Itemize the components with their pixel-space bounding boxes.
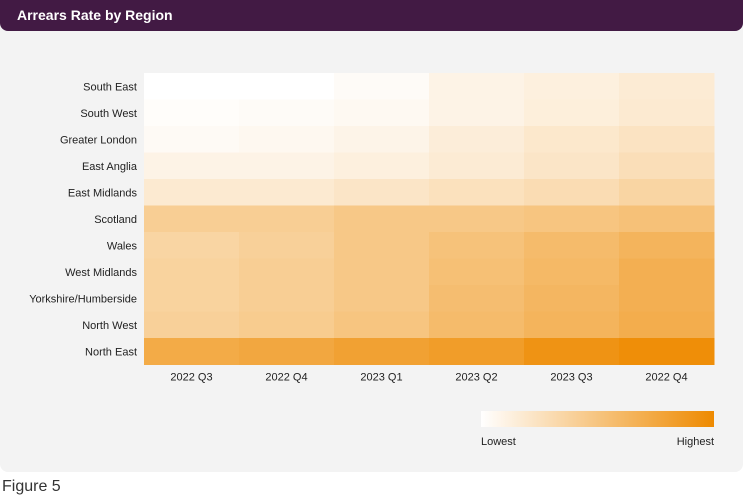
heatmap-cell (144, 205, 240, 233)
heatmap-cell (239, 205, 335, 233)
heatmap-cell (524, 205, 620, 233)
figure-caption: Figure 5 (2, 478, 61, 495)
heatmap-cell (144, 179, 240, 206)
heatmap-cell (334, 99, 430, 127)
heatmap-cell (429, 232, 525, 259)
heatmap-cell (619, 232, 715, 259)
heatmap-cell (429, 99, 525, 127)
heatmap-cell (524, 152, 620, 180)
heatmap-cell (334, 338, 430, 365)
heatmap-cell (144, 99, 240, 127)
heatmap-cell (334, 285, 430, 312)
heatmap-cell (429, 205, 525, 233)
heatmap-cell (144, 73, 240, 100)
heatmap-cell (619, 285, 715, 312)
heatmap-cell (239, 285, 335, 312)
heatmap-cell (524, 258, 620, 286)
heatmap-cell (144, 285, 240, 312)
y-tick-label: East Midlands (68, 187, 138, 199)
heatmap-cell (619, 152, 715, 180)
heatmap-cell (429, 338, 525, 365)
heatmap-cell (334, 232, 430, 259)
y-tick-label: Scotland (94, 214, 137, 226)
heatmap-cell (239, 73, 335, 100)
heatmap-cell (429, 285, 525, 312)
heatmap-cell (239, 311, 335, 339)
heatmap-cell (524, 99, 620, 127)
y-tick-label: East Anglia (82, 161, 138, 173)
heatmap-cell (144, 258, 240, 286)
heatmap-cell (619, 73, 715, 100)
chart-card: Arrears Rate by Region South East South W… (0, 0, 743, 472)
heatmap-cell (524, 311, 620, 339)
x-tick-label: 2022 Q3 (170, 372, 212, 384)
heatmap-cell (619, 338, 715, 365)
heatmap-cell (239, 126, 335, 153)
heatmap-cell (239, 99, 335, 127)
heatmap-cell (334, 179, 430, 206)
y-tick-label: South West (80, 108, 137, 120)
legend-high-label: Highest (676, 436, 714, 448)
heatmap-cell (144, 152, 240, 180)
heatmap-cell (524, 285, 620, 312)
heatmap-cell (429, 258, 525, 286)
heatmap-cell (334, 73, 430, 100)
heatmap-cell (524, 179, 620, 206)
heatmap-cell (239, 152, 335, 180)
heatmap-cell (239, 258, 335, 286)
color-scale-bar (481, 411, 714, 427)
heatmap-cell (334, 205, 430, 233)
heatmap-cell (619, 258, 715, 286)
chart-title: Arrears Rate by Region (17, 7, 173, 23)
heatmap-cell (239, 338, 335, 365)
heatmap-cell (524, 126, 620, 153)
heatmap-cell (144, 232, 240, 259)
chart-header: Arrears Rate by Region (0, 0, 743, 31)
heatmap-cell (239, 179, 335, 206)
x-tick-label: 2022 Q4 (645, 372, 687, 384)
heatmap-cell (619, 99, 715, 127)
heatmap-cell (619, 205, 715, 233)
heatmap-cell (524, 73, 620, 100)
heatmap-cell (429, 311, 525, 339)
heatmap-cell (524, 232, 620, 259)
x-tick-label: 2022 Q4 (265, 372, 307, 384)
heatmap-cell (144, 126, 240, 153)
heatmap-cell (144, 338, 240, 365)
heatmap-cell (619, 126, 715, 153)
heatmap-cell (524, 338, 620, 365)
y-tick-label: North East (85, 346, 137, 358)
y-tick-label: Yorkshire/Humberside (29, 293, 137, 305)
heatmap-chart: South East South West Greater London East A… (29, 73, 715, 384)
heatmap-cell (334, 311, 430, 339)
legend-low-label: Lowest (481, 436, 516, 448)
y-tick-label: Wales (107, 240, 138, 252)
heatmap-cell (429, 179, 525, 206)
heatmap-cell (239, 232, 335, 259)
heatmap-cell (429, 152, 525, 180)
heatmap-cell (334, 126, 430, 153)
x-tick-label: 2023 Q2 (455, 372, 497, 384)
y-tick-label: North West (82, 320, 137, 332)
heatmap-cell (429, 126, 525, 153)
heatmap-cell (334, 258, 430, 286)
heatmap-cell (144, 311, 240, 339)
y-tick-label: Greater London (60, 134, 137, 146)
y-tick-label: West Midlands (65, 267, 137, 279)
heatmap-cell (429, 73, 525, 100)
y-tick-label: South East (83, 81, 137, 93)
x-tick-label: 2023 Q3 (550, 372, 592, 384)
heatmap-cell (334, 152, 430, 180)
heatmap-cell (619, 179, 715, 206)
heatmap-cell (619, 311, 715, 339)
x-tick-label: 2023 Q1 (360, 372, 402, 384)
